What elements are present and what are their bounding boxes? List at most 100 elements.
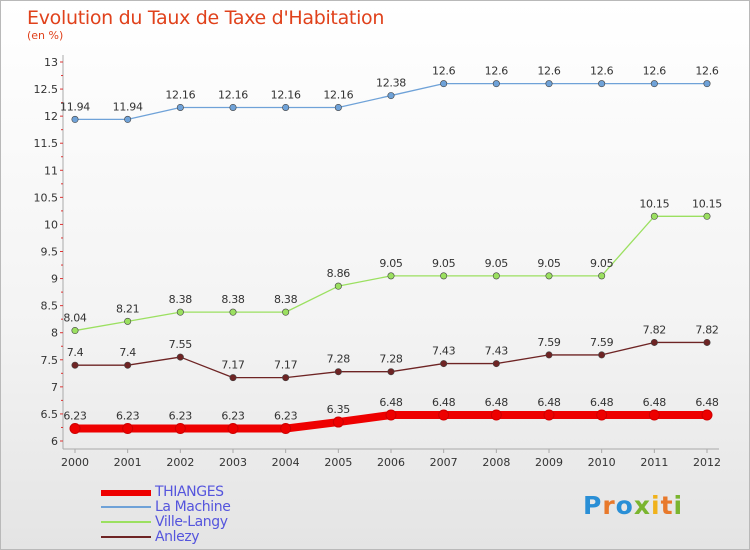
x-tick-label: 2007 (430, 456, 458, 469)
data-point (385, 409, 397, 421)
data-point (176, 308, 184, 316)
legend-swatch-thianges (101, 490, 151, 496)
data-point (334, 103, 342, 111)
y-tick-label: 11 (44, 164, 58, 177)
proxiti-logo: Proxiti (583, 491, 683, 520)
legend-item-la-machine: La Machine (101, 499, 281, 515)
y-tick-label: 12.5 (34, 83, 59, 96)
y-tick-label: 6 (51, 435, 58, 448)
data-point (387, 368, 395, 376)
data-label: 6.48 (590, 396, 614, 409)
data-label: 6.23 (274, 410, 298, 423)
data-label: 8.86 (327, 267, 351, 280)
y-tick-label: 8.5 (41, 300, 59, 313)
data-label: 7.43 (485, 345, 509, 358)
data-label: 8.38 (169, 293, 193, 306)
data-label: 6.48 (432, 396, 456, 409)
data-label: 6.23 (116, 410, 140, 423)
data-label: 6.48 (485, 396, 509, 409)
data-point (492, 272, 500, 280)
logo-letter: o (615, 491, 634, 520)
data-point (596, 409, 608, 421)
data-label: 6.48 (537, 396, 561, 409)
data-point (282, 308, 290, 316)
x-tick-label: 2001 (114, 456, 142, 469)
x-tick-label: 2011 (640, 456, 668, 469)
data-label: 9.05 (379, 257, 403, 270)
data-point (545, 80, 553, 88)
logo-letter: P (583, 491, 603, 520)
data-label: 12.38 (376, 77, 406, 90)
data-label: 8.38 (274, 293, 298, 306)
data-label: 12.16 (165, 88, 195, 101)
y-tick-label: 10 (44, 218, 58, 231)
data-point (490, 409, 502, 421)
legend: THIANGES La Machine Ville-Langy Anlezy (101, 484, 281, 545)
data-label: 7.55 (169, 338, 193, 351)
data-label: 9.05 (432, 257, 456, 270)
data-label: 7.17 (274, 359, 298, 372)
x-tick-label: 2010 (588, 456, 616, 469)
data-point (69, 423, 81, 435)
data-point (229, 308, 237, 316)
data-point (124, 361, 132, 369)
legend-swatch-ville-langy (101, 521, 151, 523)
data-label: 12.6 (485, 65, 509, 78)
legend-item-anlezy: Anlezy (101, 529, 281, 545)
data-label: 11.94 (60, 100, 90, 113)
data-label: 10.15 (692, 197, 722, 210)
x-tick-label: 2008 (482, 456, 510, 469)
data-point (387, 272, 395, 280)
x-tick-label: 2006 (377, 456, 405, 469)
data-label: 8.04 (63, 312, 87, 325)
data-point (598, 351, 606, 359)
data-label: 7.59 (590, 336, 614, 349)
data-label: 11.94 (113, 100, 143, 113)
data-point (650, 338, 658, 346)
x-tick-label: 2000 (61, 456, 89, 469)
data-label: 12.6 (537, 65, 561, 78)
data-label: 10.15 (639, 197, 669, 210)
data-label: 7.28 (327, 353, 351, 366)
data-label: 12.6 (643, 65, 667, 78)
legend-label-la-machine: La Machine (155, 499, 231, 515)
data-label: 7.17 (221, 359, 245, 372)
legend-swatch-anlezy (101, 536, 151, 538)
data-point (440, 360, 448, 368)
data-label: 7.4 (67, 346, 84, 359)
data-point (440, 80, 448, 88)
chart-subtitle: (en %) (27, 29, 64, 42)
data-point (332, 416, 344, 428)
data-point (122, 423, 134, 435)
data-point (334, 368, 342, 376)
data-label: 9.05 (485, 257, 509, 270)
data-point (648, 409, 660, 421)
legend-label-anlezy: Anlezy (155, 529, 200, 545)
data-point (334, 282, 342, 290)
data-label: 6.35 (327, 403, 351, 416)
data-label: 12.16 (323, 88, 353, 101)
data-point (227, 423, 239, 435)
data-point (124, 317, 132, 325)
data-label: 12.6 (432, 65, 456, 78)
data-point (650, 212, 658, 220)
data-point (543, 409, 555, 421)
data-label: 12.6 (695, 65, 719, 78)
data-point (282, 103, 290, 111)
data-point (545, 272, 553, 280)
data-point (124, 115, 132, 123)
data-label: 7.28 (379, 353, 403, 366)
y-tick-label: 6.5 (41, 408, 59, 421)
data-point (174, 423, 186, 435)
y-tick-label: 12 (44, 110, 58, 123)
data-point (703, 212, 711, 220)
logo-letter: i (651, 491, 661, 520)
y-tick-label: 10.5 (34, 191, 59, 204)
data-label: 7.82 (695, 323, 718, 336)
data-point (598, 272, 606, 280)
y-tick-label: 7 (51, 381, 58, 394)
data-point (545, 351, 553, 359)
data-point (229, 374, 237, 382)
x-tick-label: 2009 (535, 456, 563, 469)
data-point (598, 80, 606, 88)
